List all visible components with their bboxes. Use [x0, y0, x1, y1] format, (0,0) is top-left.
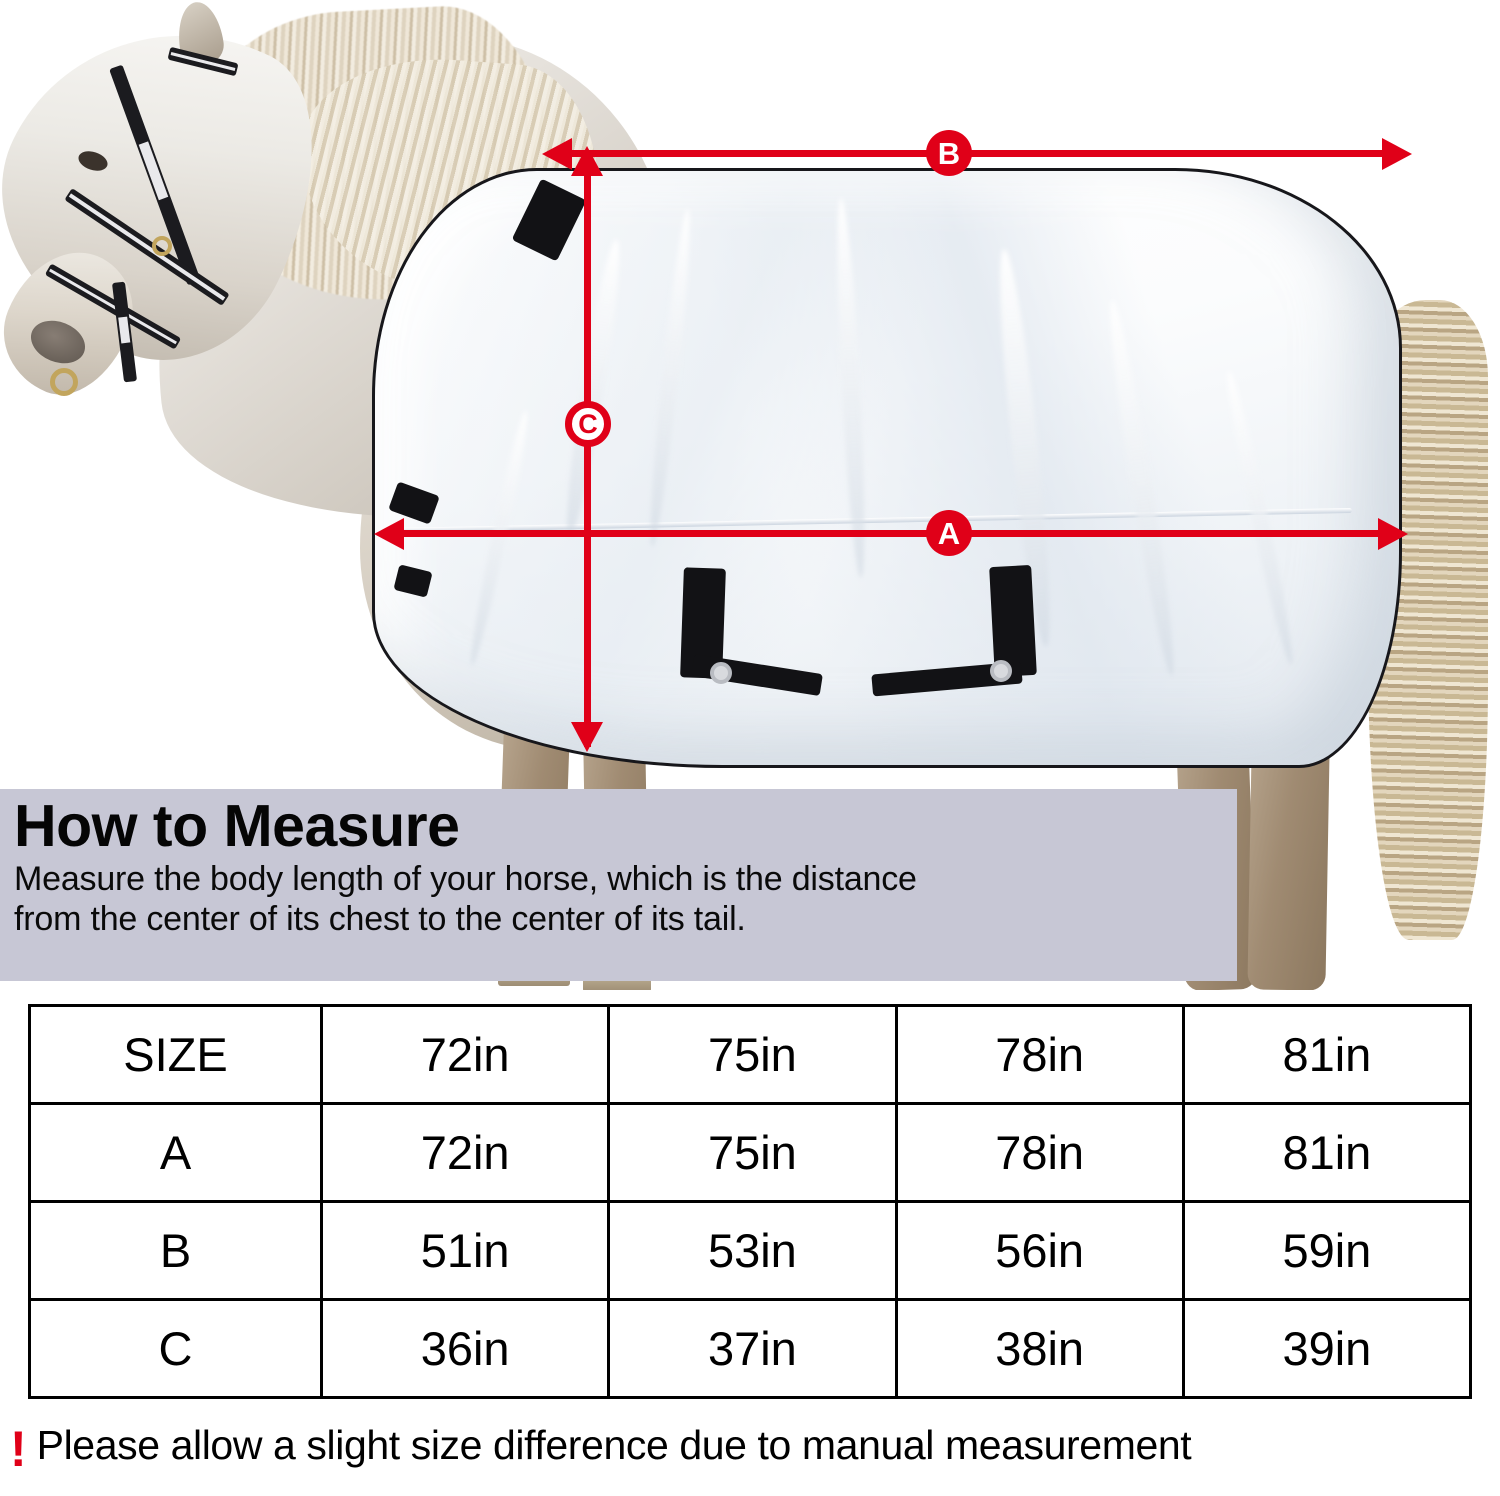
table-cell: 75in: [607, 1102, 898, 1203]
exclamation-icon: !: [10, 1421, 27, 1477]
table-cell-row-label: SIZE: [28, 1004, 323, 1105]
measure-marker-c: C: [565, 401, 611, 447]
halter-ring: [152, 236, 172, 256]
table-cell: 81in: [1181, 1004, 1473, 1105]
table-cell: 78in: [894, 1004, 1185, 1105]
table-cell: 39in: [1181, 1298, 1473, 1399]
table-row: A 72in 75in 78in 81in: [28, 1102, 1473, 1203]
how-to-measure-title: How to Measure: [14, 793, 460, 859]
table-cell: 59in: [1181, 1200, 1473, 1301]
table-cell-row-label: C: [28, 1298, 323, 1399]
measure-line-b: [572, 150, 1382, 157]
disclaimer-note: ! Please allow a slight size difference …: [10, 1421, 1192, 1477]
how-to-measure-panel: How to Measure Measure the body length o…: [0, 789, 1237, 981]
table-cell: 36in: [319, 1298, 611, 1399]
measure-marker-c-label: C: [578, 408, 598, 439]
table-cell: 53in: [607, 1200, 898, 1301]
blanket-buckle: [990, 660, 1012, 682]
horse-fly-sheet-blanket: [372, 168, 1402, 768]
measure-marker-a: A: [926, 510, 972, 556]
table-row: C 36in 37in 38in 39in: [28, 1298, 1473, 1399]
table-cell: 81in: [1181, 1102, 1473, 1203]
measure-line-c: [584, 172, 591, 747]
measure-arrow-a-right: [1378, 518, 1408, 550]
measure-marker-b: B: [926, 130, 972, 176]
table-cell: 72in: [319, 1102, 611, 1203]
measure-arrow-c-top: [571, 146, 603, 176]
measure-arrow-c-bottom: [571, 722, 603, 752]
blanket-body: [372, 168, 1402, 768]
table-cell: 37in: [607, 1298, 898, 1399]
table-cell-row-label: B: [28, 1200, 323, 1301]
blanket-buckle: [710, 662, 732, 684]
measure-line-a: [404, 530, 1380, 537]
table-cell: 38in: [894, 1298, 1185, 1399]
table-cell: 51in: [319, 1200, 611, 1301]
table-cell: 56in: [894, 1200, 1185, 1301]
measure-arrow-b-right: [1382, 138, 1412, 170]
size-chart-table: SIZE 72in 75in 78in 81in A 72in 75in 78i…: [28, 1004, 1473, 1399]
table-cell-row-label: A: [28, 1102, 323, 1203]
measure-arrow-a-left: [374, 518, 404, 550]
measure-marker-a-label: A: [937, 515, 961, 551]
measure-arrow-b-left: [542, 138, 572, 170]
table-row: SIZE 72in 75in 78in 81in: [28, 1004, 1473, 1105]
table-cell: 72in: [319, 1004, 611, 1105]
how-to-measure-line-2: from the center of its chest to the cent…: [14, 899, 746, 938]
horse-product-photo: B C A: [0, 0, 1500, 990]
table-row: B 51in 53in 56in 59in: [28, 1200, 1473, 1301]
disclaimer-text: Please allow a slight size difference du…: [36, 1422, 1192, 1468]
measure-marker-b-label: B: [937, 135, 961, 171]
halter-ring: [50, 368, 78, 396]
table-cell: 75in: [607, 1004, 898, 1105]
table-cell: 78in: [894, 1102, 1185, 1203]
how-to-measure-line-1: Measure the body length of your horse, w…: [14, 859, 917, 898]
